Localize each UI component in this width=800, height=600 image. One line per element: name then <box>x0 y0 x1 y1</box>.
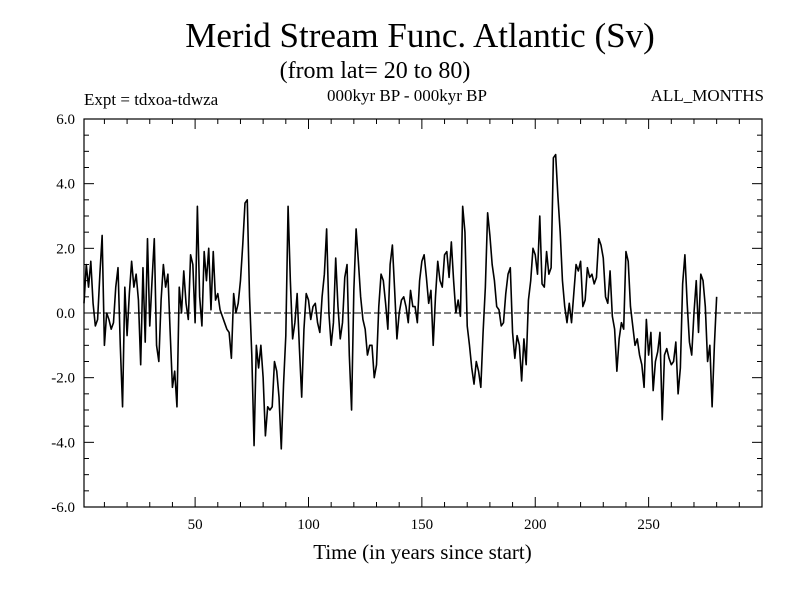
experiment-label: Expt = tdxoa-tdwza <box>84 90 219 109</box>
x-tick-label: 100 <box>297 517 320 533</box>
chart-title: Merid Stream Func. Atlantic (Sv) <box>185 16 655 55</box>
y-tick-label: 0.0 <box>56 306 75 322</box>
y-tick-label: -6.0 <box>51 500 75 516</box>
axis-tick-labels: 50 100 150 200 250 -6.0 -4.0 -2.0 0.0 2.0 4.0 6.0 <box>51 112 660 533</box>
y-tick-label: 2.0 <box>56 241 75 257</box>
x-tick-label: 250 <box>637 517 660 533</box>
months-label: ALL_MONTHS <box>650 86 764 105</box>
y-tick-label: 4.0 <box>56 177 75 193</box>
y-tick-label: -4.0 <box>51 435 75 451</box>
y-tick-label: 6.0 <box>56 112 75 128</box>
x-tick-label: 50 <box>188 517 203 533</box>
chart-subtitle: (from lat= 20 to 80) <box>279 58 471 84</box>
series-line <box>83 153 718 450</box>
x-axis-label: Time (in years since start) <box>313 540 532 564</box>
x-tick-label: 200 <box>524 517 547 533</box>
x-tick-label: 150 <box>411 517 434 533</box>
period-label: 000kyr BP - 000kyr BP <box>327 86 487 105</box>
plot-frame <box>83 118 763 508</box>
y-tick-label: -2.0 <box>51 371 75 387</box>
axis-ticks <box>84 118 762 508</box>
